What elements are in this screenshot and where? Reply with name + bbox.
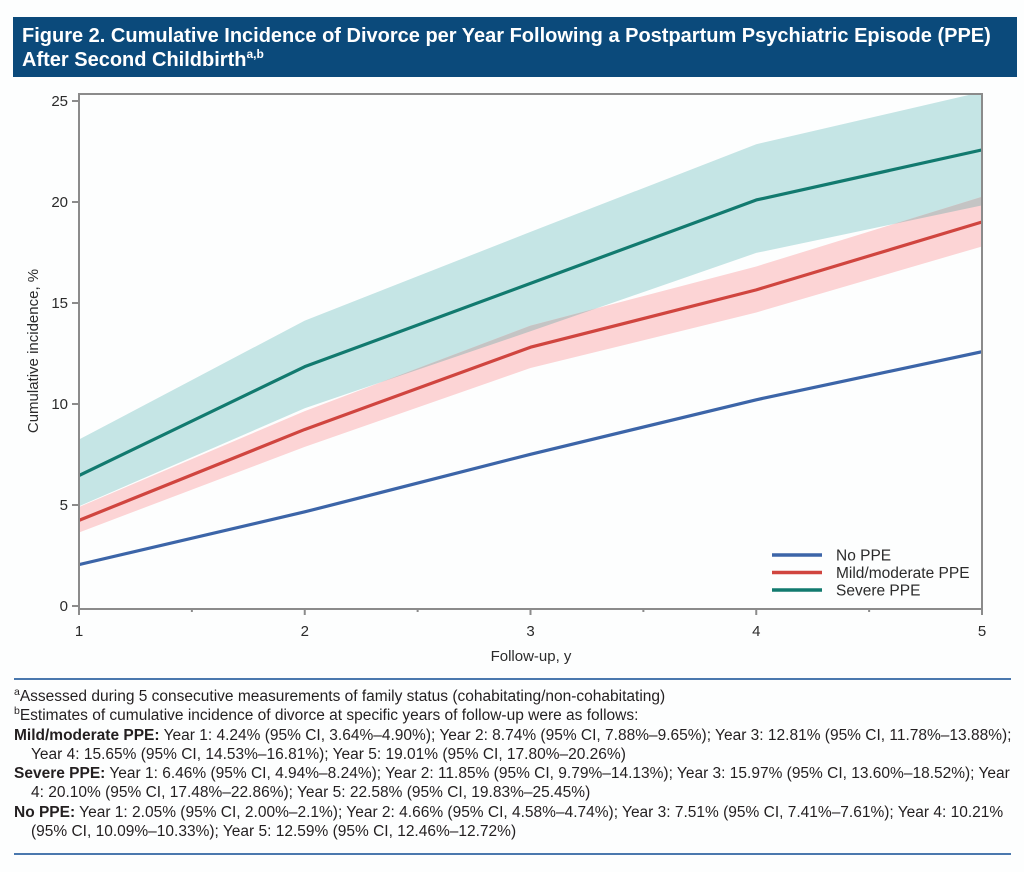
- mild-moderate-ppe-line: [79, 220, 982, 522]
- no-ppe-line: [79, 350, 982, 567]
- x-tick-label: 5: [978, 623, 986, 640]
- y-tick-label: 25: [51, 93, 68, 110]
- mild-moderate-ppe-ci-band: [79, 196, 982, 533]
- figure-title-text: After Second Childbirth: [22, 49, 247, 71]
- legend-label-mild-moderate-ppe: Mild/moderate PPE: [836, 565, 970, 582]
- severe-ppe-line: [79, 148, 982, 477]
- y-tick-label: 10: [51, 396, 68, 413]
- estimate-label: Mild/moderate PPE:: [14, 726, 160, 744]
- estimate-text: Year 1: 4.24% (95% CI, 3.64%–4.90%); Yea…: [31, 726, 1012, 763]
- footnote-divider-bottom: [14, 853, 1011, 855]
- estimate-severe-ppe: Severe PPE: Year 1: 6.46% (95% CI, 4.94%…: [14, 764, 1012, 803]
- plot-area: [79, 94, 982, 567]
- footnote-b-text: Estimates of cumulative incidence of div…: [19, 707, 639, 725]
- x-tick-label: 4: [752, 623, 760, 640]
- y-tick-label: 20: [51, 194, 68, 211]
- figure-title-line-1: Figure 2. Cumulative Incidence of Divorc…: [22, 25, 991, 47]
- x-tick-label: 2: [301, 623, 309, 640]
- estimate-text: Year 1: 2.05% (95% CI, 2.00%–2.1%); Year…: [31, 803, 1004, 841]
- legend-label-severe-ppe: Severe PPE: [836, 583, 920, 600]
- footnote-a-text: Assessed during 5 consecutive measuremen…: [19, 688, 666, 705]
- y-tick-label: 15: [51, 295, 68, 312]
- figure-title-banner: Figure 2. Cumulative Incidence of Divorc…: [13, 17, 1017, 77]
- estimate-label: Severe PPE:: [14, 765, 106, 783]
- footnote-divider-top: [14, 678, 1011, 680]
- estimate-label: No PPE:: [14, 803, 76, 821]
- footnote-marker-b: b: [14, 705, 20, 718]
- x-tick-label: 3: [526, 623, 534, 640]
- cumulative-incidence-chart: Cumulative incidence, % Follow-up, y 0 5 1…: [25, 93, 986, 665]
- y-tick-label: 5: [60, 497, 68, 514]
- estimate-mild-moderate-ppe: Mild/moderate PPE: Year 1: 4.24% (95% CI…: [14, 726, 1012, 765]
- footnote-b: bEstimates of cumulative incidence of di…: [14, 706, 1012, 725]
- severe-ppe-ci-band: [79, 94, 982, 507]
- footnote-marker-a: a: [14, 686, 20, 698]
- x-axis-title: Follow-up, y: [491, 648, 572, 665]
- y-tick-label: 0: [60, 598, 68, 615]
- y-axis-title: Cumulative incidence, %: [25, 269, 42, 433]
- footnote-a: aAssessed during 5 consecutive measureme…: [14, 687, 1012, 706]
- footnotes: aAssessed during 5 consecutive measureme…: [14, 687, 1012, 841]
- legend-label-no-ppe: No PPE: [836, 548, 891, 565]
- estimate-no-ppe: No PPE: Year 1: 2.05% (95% CI, 2.00%–2.1…: [14, 803, 1012, 842]
- figure-title-line-2: After Second Childbirtha,b: [22, 48, 264, 72]
- estimate-text: Year 1: 6.46% (95% CI, 4.94%–8.24%); Yea…: [31, 765, 1010, 802]
- title-footnote-markers: a,b: [246, 47, 264, 61]
- x-tick-label: 1: [75, 623, 83, 640]
